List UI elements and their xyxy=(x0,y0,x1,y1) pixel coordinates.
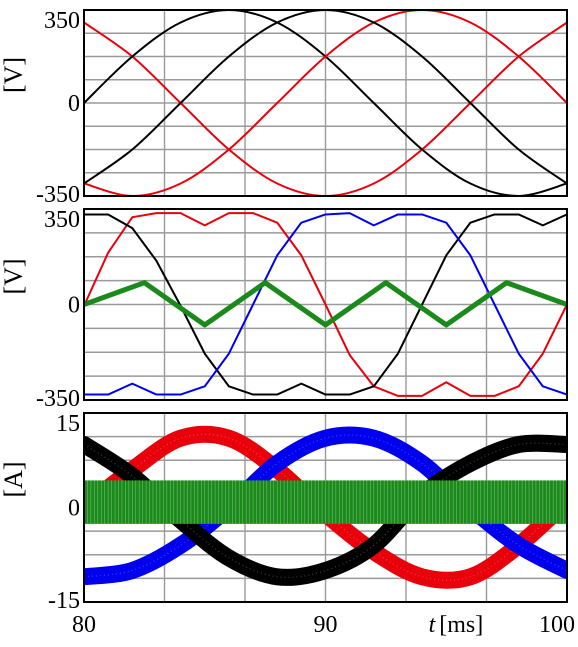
panel-3: 15 0 -15 [A] 80 90 100 t [ms] xyxy=(0,411,575,638)
panel-2: 350 0 -350 [V] xyxy=(0,207,568,412)
panel-1: 350 0 -350 [V] xyxy=(0,8,568,208)
y-tick-label: -15 xyxy=(48,588,80,614)
x-axis-variable: t xyxy=(429,612,437,638)
series-group xyxy=(84,10,567,196)
x-axis-unit: [ms] xyxy=(439,612,483,638)
series-line-2 xyxy=(84,213,567,396)
series-group xyxy=(84,212,567,397)
plot-frame xyxy=(83,9,568,197)
y-tick-label: 350 xyxy=(44,8,80,34)
y-tick-label: 0 xyxy=(68,293,80,319)
y-tick-label: -350 xyxy=(36,386,80,412)
x-tick-label: 80 xyxy=(72,612,96,638)
series-band-4 xyxy=(84,480,567,524)
series-line-3 xyxy=(84,212,567,396)
y-tick-label: -350 xyxy=(36,182,80,208)
series-group xyxy=(84,425,567,589)
series-line-3 xyxy=(84,10,567,196)
y-tick-label: 15 xyxy=(56,411,80,437)
series-noise-2 xyxy=(84,434,567,578)
plot-frame xyxy=(83,412,568,603)
y-axis-label: [V] xyxy=(0,57,28,93)
series-line-4 xyxy=(84,10,567,185)
x-axis-label: t [ms] xyxy=(429,612,484,638)
y-axis-label: [V] xyxy=(0,258,28,294)
y-tick-label: 350 xyxy=(44,207,80,233)
series-line-1 xyxy=(84,212,567,397)
series-line-1 xyxy=(84,21,567,196)
y-tick-label: 0 xyxy=(68,91,80,117)
plot-frame xyxy=(83,208,568,401)
y-tick-label: 0 xyxy=(68,496,80,522)
x-tick-label: 100 xyxy=(539,612,575,638)
y-axis-label: [A] xyxy=(0,461,28,497)
series-line-4 xyxy=(84,280,567,328)
band-texture xyxy=(84,480,564,524)
x-tick-label: 90 xyxy=(314,612,338,638)
